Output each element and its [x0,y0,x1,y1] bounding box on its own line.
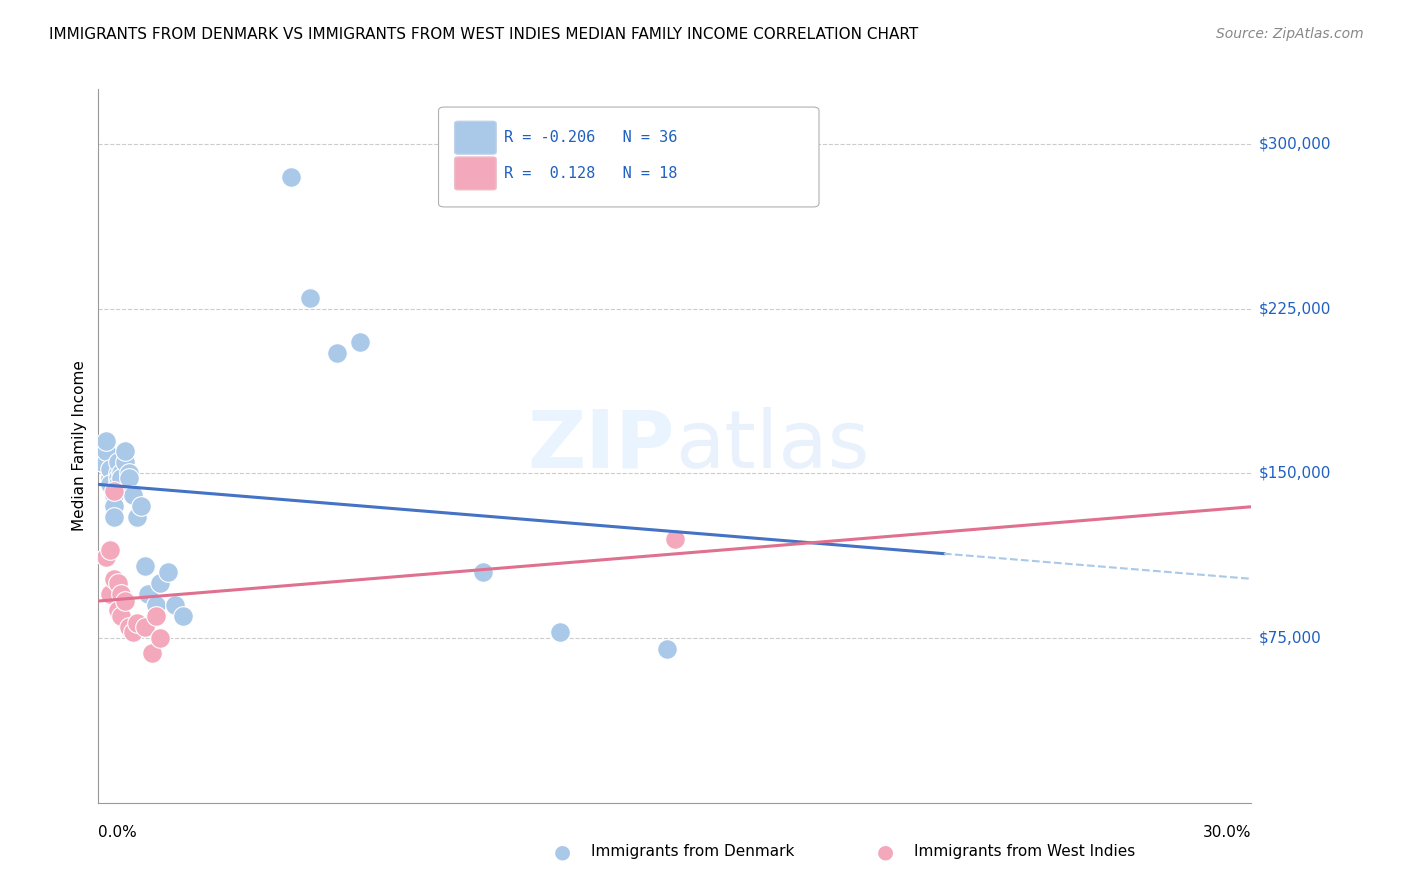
Point [107,477,129,491]
Point [114,455,136,469]
Point [98,587,121,601]
Text: ●: ● [877,842,894,862]
FancyBboxPatch shape [454,157,496,190]
Point [548,624,571,639]
Point [125,615,148,630]
Point [156,566,179,580]
Point [134,558,156,573]
Point [664,533,686,547]
Text: ●: ● [554,842,571,862]
Point [103,500,125,514]
Text: ZIP: ZIP [527,407,675,485]
Point [122,488,145,502]
Point [91,455,114,469]
Point [349,334,371,349]
Point [118,471,141,485]
Point [94,444,117,458]
Text: atlas: atlas [675,407,869,485]
Point [107,602,129,616]
Text: 0.0%: 0.0% [98,825,138,840]
Point [125,510,148,524]
Point [98,471,121,485]
Point [118,620,141,634]
Point [98,543,121,558]
Point [103,510,125,524]
Point [141,647,163,661]
Point [122,624,145,639]
Y-axis label: Median Family Income: Median Family Income [72,360,87,532]
Point [149,576,172,591]
Text: R = -0.206   N = 36: R = -0.206 N = 36 [505,130,678,145]
Point [298,291,321,305]
Point [165,598,187,612]
Point [145,609,167,624]
Text: $75,000: $75,000 [1258,631,1322,646]
Point [471,566,494,580]
Point [172,609,194,624]
FancyBboxPatch shape [439,107,818,207]
Point [110,467,132,481]
Point [134,620,156,634]
Point [98,462,121,476]
Point [149,631,172,645]
Point [107,576,129,591]
Text: $300,000: $300,000 [1258,136,1331,152]
Point [98,477,121,491]
Point [145,598,167,612]
Point [94,434,117,448]
Text: 30.0%: 30.0% [1204,825,1251,840]
Point [107,467,129,481]
Point [129,500,152,514]
Point [103,488,125,502]
Text: R =  0.128   N = 18: R = 0.128 N = 18 [505,166,678,181]
FancyBboxPatch shape [454,121,496,154]
Point [107,455,129,469]
Text: IMMIGRANTS FROM DENMARK VS IMMIGRANTS FROM WEST INDIES MEDIAN FAMILY INCOME CORR: IMMIGRANTS FROM DENMARK VS IMMIGRANTS FR… [49,27,918,42]
Point [114,444,136,458]
Text: $225,000: $225,000 [1258,301,1330,317]
Point [103,483,125,498]
Point [110,587,132,601]
Point [138,587,160,601]
Text: Immigrants from West Indies: Immigrants from West Indies [914,845,1135,859]
Point [325,345,347,359]
Point [107,471,129,485]
Point [280,169,302,184]
Point [103,572,125,586]
Point [657,642,679,657]
Point [118,467,141,481]
Text: Source: ZipAtlas.com: Source: ZipAtlas.com [1216,27,1364,41]
Point [110,471,132,485]
Point [114,594,136,608]
Text: $150,000: $150,000 [1258,466,1330,481]
Text: Immigrants from Denmark: Immigrants from Denmark [591,845,794,859]
Point [110,609,132,624]
Point [94,549,117,564]
